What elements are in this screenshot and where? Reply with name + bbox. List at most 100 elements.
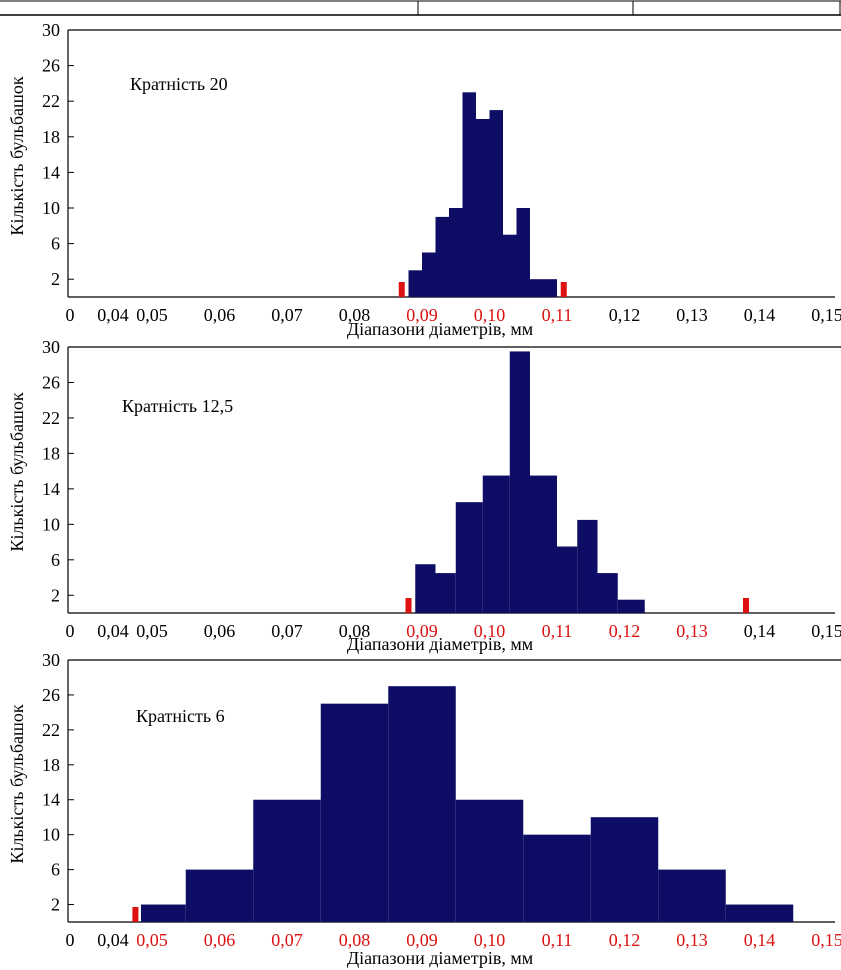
histogram-bar <box>455 502 483 613</box>
chart-annotation: Кратність 20 <box>130 74 228 94</box>
y-tick-label: 18 <box>42 755 60 775</box>
histogram-bar <box>557 546 578 613</box>
y-tick-label: 18 <box>42 127 60 147</box>
y-tick-label: 18 <box>42 443 60 463</box>
range-marker <box>743 598 749 613</box>
histogram-bar <box>523 834 591 922</box>
x-tick-label: 0,11 <box>542 930 573 950</box>
x-tick-label: 0,06 <box>204 621 236 641</box>
x-tick-label: 0,11 <box>542 621 573 641</box>
x-tick-label: 0,12 <box>609 621 641 641</box>
x-tick-label: 0,06 <box>204 305 236 325</box>
histogram-bar <box>725 904 794 922</box>
y-tick-label: 22 <box>42 720 60 740</box>
y-tick-label: 10 <box>42 514 60 534</box>
y-axis-title: Кількість бульбашок <box>7 704 27 863</box>
histogram-bar <box>577 519 598 613</box>
x-tick-label: 0,14 <box>744 930 776 950</box>
y-tick-label: 26 <box>42 56 60 76</box>
y-tick-label: 6 <box>51 860 60 880</box>
x-tick-label: 0,05 <box>136 930 168 950</box>
x-tick-label: 0,09 <box>406 621 438 641</box>
x-tick-label: 0 <box>66 930 75 950</box>
histogram-bar <box>530 475 557 613</box>
x-tick-label: 0,13 <box>676 305 708 325</box>
histogram-bar <box>462 92 476 297</box>
range-marker <box>398 282 405 297</box>
x-tick-label: 0,04 <box>97 305 129 325</box>
y-tick-label: 26 <box>42 372 60 392</box>
x-tick-label: 0,05 <box>136 621 168 641</box>
histogram-bar <box>415 564 436 613</box>
chart-annotation: Кратність 6 <box>136 706 225 726</box>
histogram-bar <box>320 703 389 922</box>
histogram-bar <box>530 279 557 297</box>
x-tick-label: 0 <box>66 305 75 325</box>
x-tick-label: 0,11 <box>542 305 573 325</box>
x-tick-label: 0,14 <box>744 621 776 641</box>
x-tick-label: 0,08 <box>339 305 371 325</box>
x-tick-label: 0,07 <box>271 305 303 325</box>
x-tick-label: 0,10 <box>474 930 506 950</box>
x-tick-label: 0,12 <box>609 305 641 325</box>
histogram-bar <box>253 799 321 922</box>
histogram-bar <box>509 351 530 613</box>
y-axis-title: Кількість бульбашок <box>7 392 27 551</box>
histogram-bar <box>590 817 659 922</box>
chart-annotation: Кратність 12,5 <box>122 396 233 416</box>
x-tick-label: 0,14 <box>744 305 776 325</box>
range-marker <box>560 282 567 297</box>
histogram-bar <box>658 869 726 922</box>
y-tick-label: 30 <box>42 339 60 357</box>
x-tick-label: 0,10 <box>474 305 506 325</box>
range-marker <box>132 907 139 922</box>
x-tick-label: 0,09 <box>406 930 438 950</box>
y-tick-label: 6 <box>51 234 60 254</box>
x-tick-label: 0,15 <box>811 621 841 641</box>
y-tick-label: 6 <box>51 550 60 570</box>
y-tick-label: 22 <box>42 408 60 428</box>
histogram-bar <box>422 252 436 297</box>
histogram-bar <box>617 599 645 613</box>
histogram-bar <box>455 799 524 922</box>
histogram-bar <box>476 119 490 297</box>
x-tick-label: 0,07 <box>271 621 303 641</box>
y-tick-label: 14 <box>42 479 60 499</box>
x-axis-title: Діапазони діаметрів, мм <box>347 948 533 968</box>
histogram-bar <box>141 904 186 922</box>
x-tick-label: 0,05 <box>136 305 168 325</box>
x-tick-label: 0 <box>66 621 75 641</box>
histogram-bar <box>408 270 422 297</box>
table-border-fragment <box>0 0 841 16</box>
y-tick-label: 30 <box>42 654 60 670</box>
y-tick-label: 10 <box>42 825 60 845</box>
range-marker <box>405 598 412 613</box>
histogram-bar <box>435 573 456 613</box>
x-tick-label: 0,15 <box>811 305 841 325</box>
y-tick-label: 26 <box>42 685 60 705</box>
x-tick-label: 0,13 <box>676 930 708 950</box>
y-tick-label: 10 <box>42 198 60 218</box>
x-tick-label: 0,12 <box>609 930 641 950</box>
histogram-bar <box>185 869 254 922</box>
y-tick-label: 14 <box>42 790 60 810</box>
y-tick-label: 2 <box>51 585 60 605</box>
x-tick-label: 0,09 <box>406 305 438 325</box>
histogram-bar <box>449 208 463 297</box>
x-tick-label: 0,13 <box>676 621 708 641</box>
y-tick-label: 2 <box>51 269 60 289</box>
histogram-bar <box>388 686 456 922</box>
y-tick-label: 22 <box>42 91 60 111</box>
x-tick-label: 0,08 <box>339 930 371 950</box>
x-tick-label: 0,04 <box>97 930 129 950</box>
y-tick-label: 30 <box>42 20 60 40</box>
y-axis-title: Кількість бульбашок <box>7 76 27 235</box>
x-axis-title: Діапазони діаметрів, мм <box>347 634 533 654</box>
y-tick-label: 2 <box>51 895 60 915</box>
x-tick-label: 0,08 <box>339 621 371 641</box>
x-tick-label: 0,06 <box>204 930 236 950</box>
histogram-bar <box>516 208 530 297</box>
